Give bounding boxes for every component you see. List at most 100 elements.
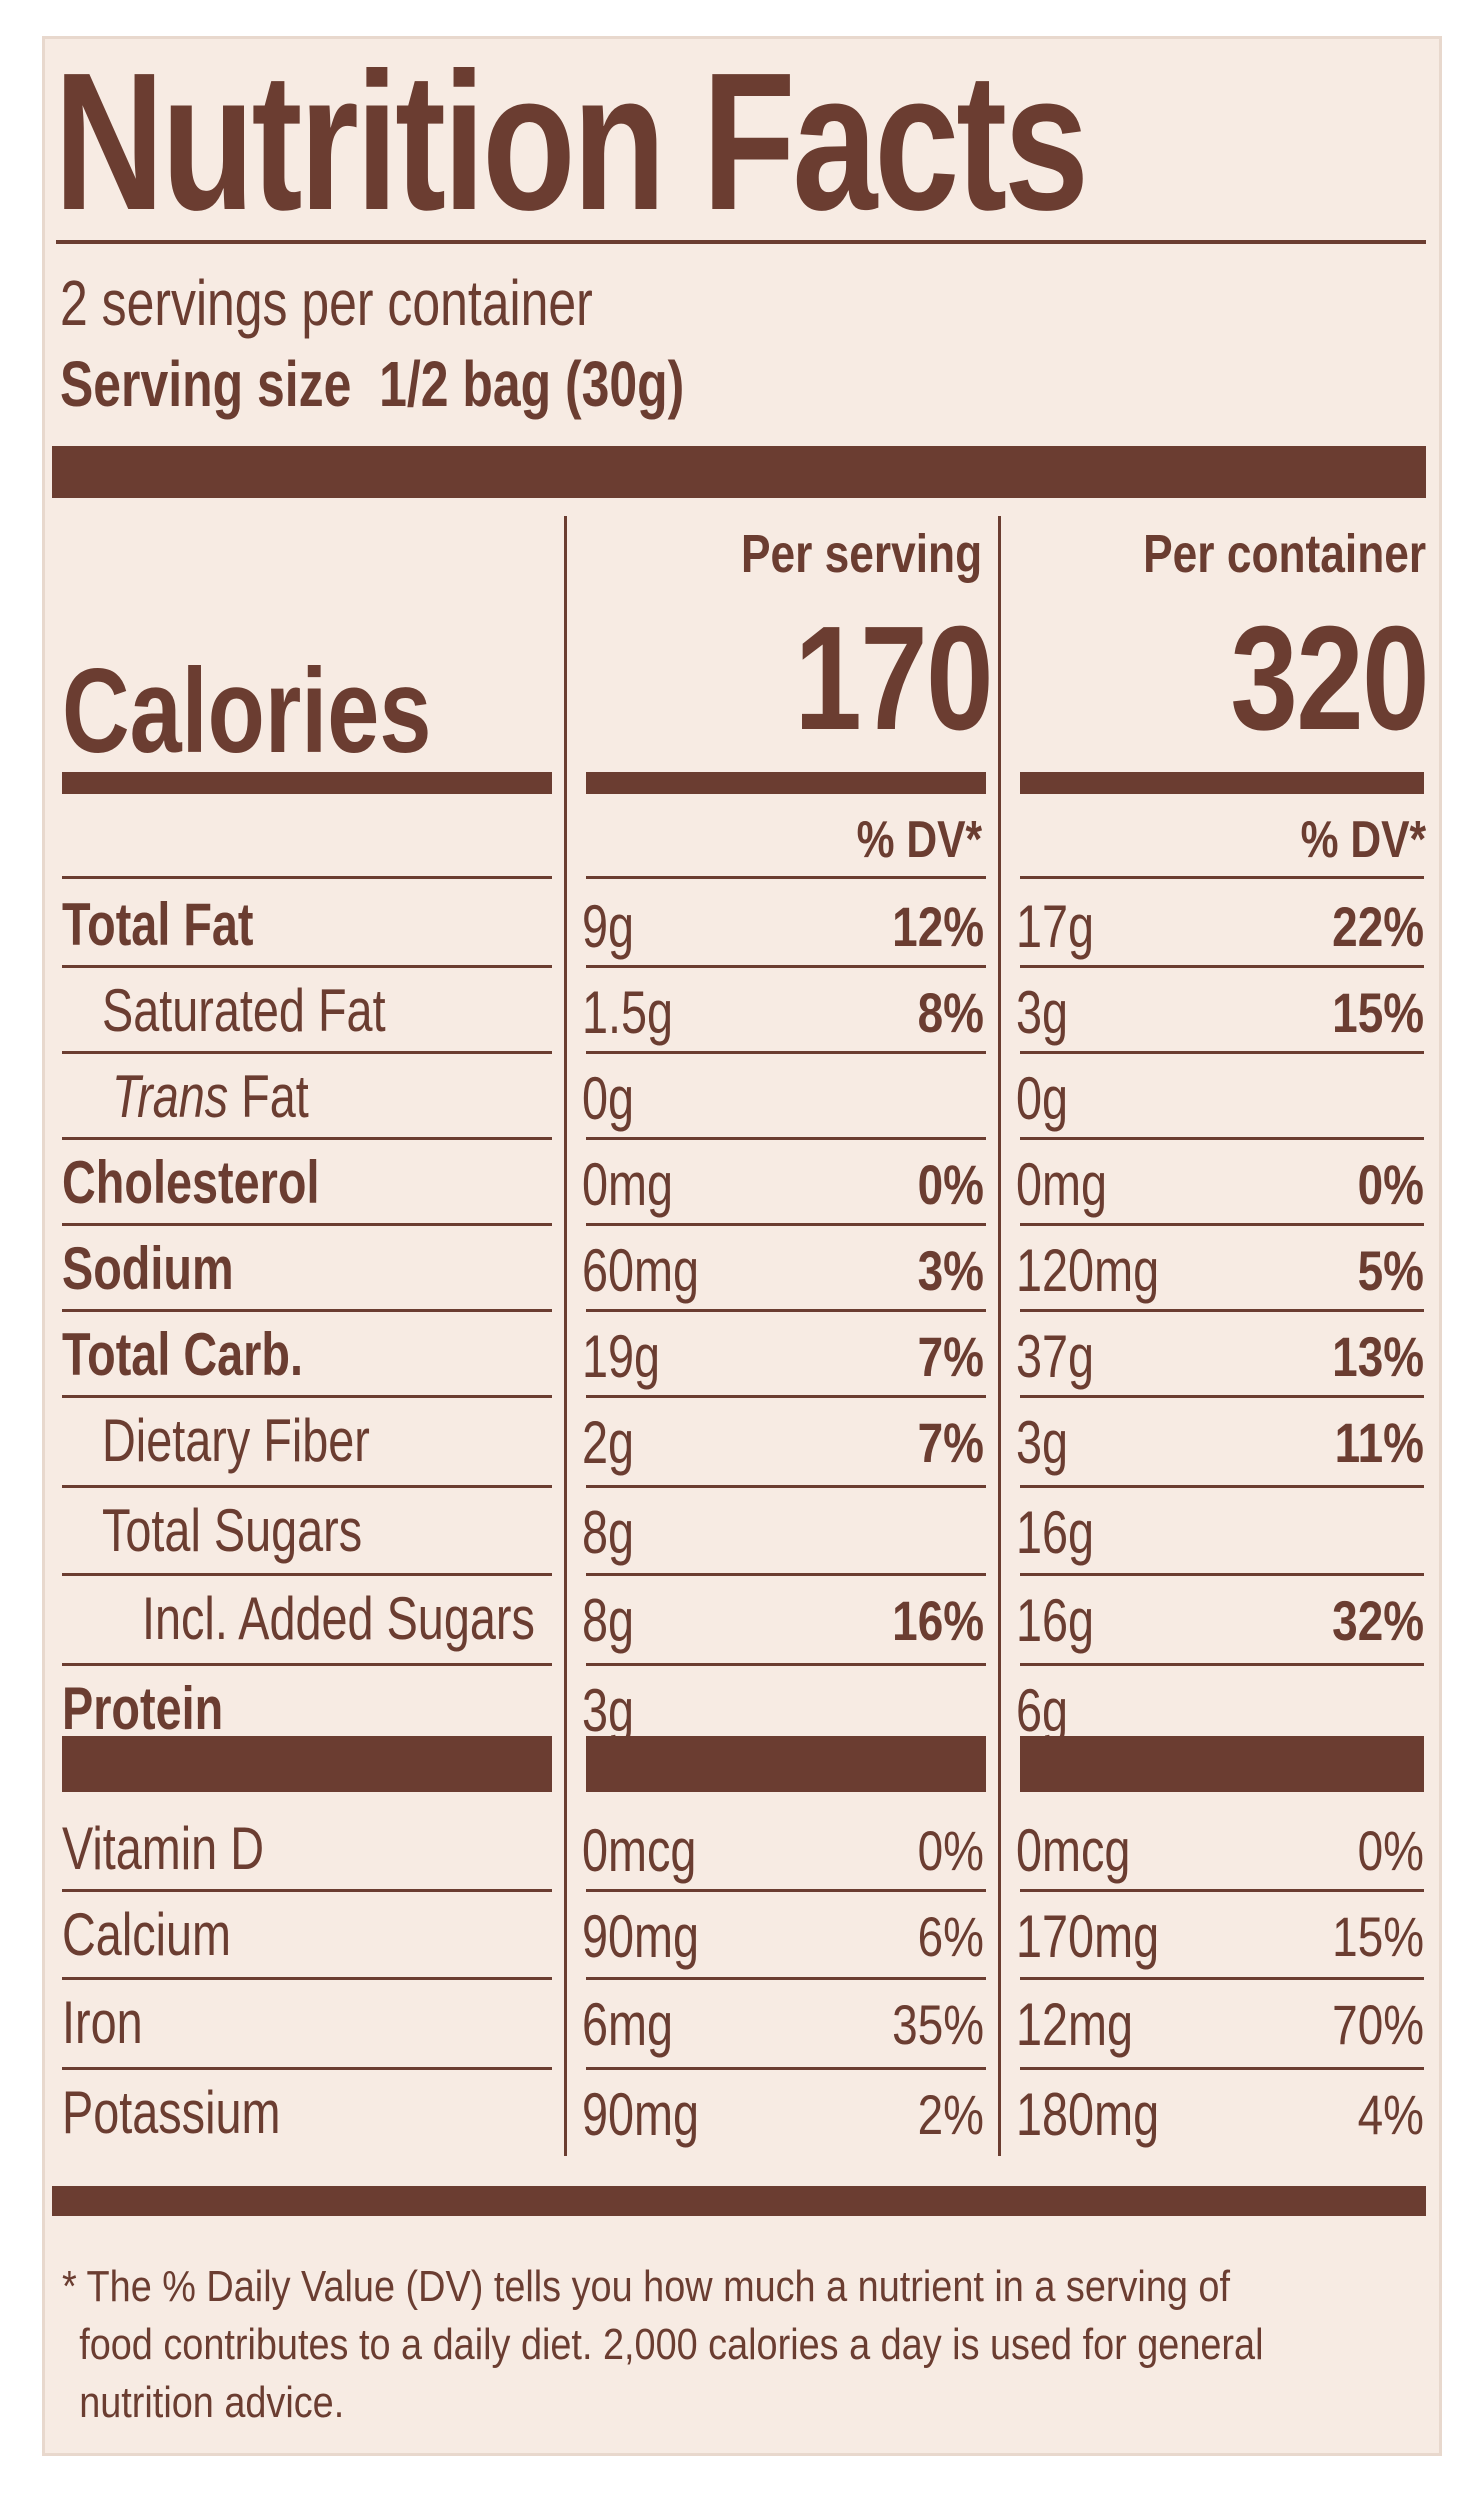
per-serving-header: Per serving (740, 524, 982, 584)
footnote-line: * The % Daily Value (DV) tells you how m… (62, 2262, 1230, 2311)
serving-amount: 8g (582, 1587, 635, 1654)
nutrient-row: Trans Fat 0g 0g (42, 1054, 1442, 1140)
nutrition-facts-label: Nutrition Facts 2 servings per container… (42, 36, 1442, 2456)
container-dv: 0% (1357, 1819, 1424, 1882)
nutrient-name: Potassium (62, 2079, 281, 2146)
container-dv (1202, 1064, 1424, 1134)
row-rule (586, 1977, 986, 1980)
serving-dv: 3% (917, 1239, 984, 1302)
row-rule (62, 1051, 552, 1054)
serving-dv: 7% (917, 1325, 984, 1388)
serving-amount: 8g (582, 1499, 635, 1566)
container-amount: 12mg (1016, 1991, 1134, 2058)
serving-dv: 8% (917, 981, 984, 1044)
container-dv: 13% (1332, 1325, 1424, 1388)
row-rule (1020, 1573, 1424, 1576)
serving-amount: 9g (582, 893, 635, 960)
nutrient-name: Iron (62, 1989, 143, 2056)
calories-per-container: 320 (1230, 596, 1429, 761)
micronutrient-row: Potassium 90mg 2% 180mg 4% (42, 2070, 1442, 2160)
container-dv: 4% (1357, 2083, 1424, 2146)
serving-dv: 12% (892, 895, 984, 958)
row-rule (586, 1395, 986, 1398)
container-dv: 0% (1357, 1153, 1424, 1216)
serving-amount: 0mg (582, 1151, 674, 1218)
container-dv: 5% (1357, 1239, 1424, 1302)
thick-divider-micros-right (1020, 1736, 1424, 1792)
nutrient-row: Sodium 60mg 3% 120mg 5% (42, 1226, 1442, 1312)
row-rule (586, 1889, 986, 1892)
nutrient-name: Vitamin D (62, 1815, 265, 1882)
row-rule (1020, 1889, 1424, 1892)
dv-header-container: % DV* (1300, 811, 1426, 869)
nutrient-name: Total Carb. (62, 1321, 303, 1388)
nutrient-name: Sodium (62, 1235, 234, 1302)
row-rule (1020, 1663, 1424, 1666)
nutrient-name: Saturated Fat (102, 977, 386, 1044)
serving-dv (782, 1064, 984, 1134)
row-rule (62, 1663, 552, 1666)
row-rule (1020, 1051, 1424, 1054)
row-rule (62, 1223, 552, 1226)
row-rule (1020, 2067, 1424, 2070)
row-rule (62, 1309, 552, 1312)
row-rule (62, 1889, 552, 1892)
serving-dv: 35% (892, 1993, 984, 2056)
serving-amount: 90mg (582, 2081, 700, 2148)
row-rule (586, 1573, 986, 1576)
nutrient-name: Total Fat (62, 891, 254, 958)
row-rule (586, 1485, 986, 1488)
calories-rule-left (62, 772, 552, 794)
container-amount: 0mcg (1016, 1817, 1131, 1884)
nutrient-row: Total Fat 9g 12% 17g 22% (42, 882, 1442, 968)
nutrient-name: Incl. Added Sugars (142, 1585, 535, 1652)
nutrient-row: Dietary Fiber 2g 7% 3g 11% (42, 1398, 1442, 1488)
container-dv: 22% (1332, 895, 1424, 958)
footnote-line: food contributes to a daily diet. 2,000 … (79, 2320, 1264, 2369)
serving-amount: 60mg (582, 1237, 700, 1304)
footnote: * The % Daily Value (DV) tells you how m… (62, 2258, 1382, 2432)
row-rule (1020, 1223, 1424, 1226)
row-rule (586, 1137, 986, 1140)
thick-divider-top (52, 446, 1426, 498)
container-amount: 16g (1016, 1587, 1095, 1654)
row-rule (62, 1977, 552, 1980)
container-amount: 3g (1016, 979, 1069, 1046)
nutrient-row: Total Sugars 8g 16g (42, 1488, 1442, 1576)
container-dv: 15% (1332, 1905, 1424, 1968)
container-amount: 120mg (1016, 1237, 1160, 1304)
container-amount: 16g (1016, 1499, 1095, 1566)
container-dv: 15% (1332, 981, 1424, 1044)
thick-divider-micros-mid (586, 1736, 986, 1792)
nutrient-row: Incl. Added Sugars 8g 16% 16g 32% (42, 1576, 1442, 1666)
nutrient-row: Saturated Fat 1.5g 8% 3g 15% (42, 968, 1442, 1054)
row-rule (62, 1137, 552, 1140)
nutrient-name: Calcium (62, 1901, 232, 1968)
dv-header-serving: % DV* (856, 811, 982, 869)
nutrient-name: Cholesterol (62, 1149, 320, 1216)
calories-per-serving: 170 (794, 596, 993, 761)
serving-amount: 2g (582, 1409, 635, 1476)
row-rule (1020, 1137, 1424, 1140)
row-rule (586, 2067, 986, 2070)
nutrient-name: Trans Fat (112, 1063, 309, 1130)
container-dv: 32% (1332, 1589, 1424, 1652)
servings-per-container: 2 servings per container (60, 267, 593, 339)
micronutrient-row: Calcium 90mg 6% 170mg 15% (42, 1892, 1442, 1980)
nutrient-name: Total Sugars (102, 1497, 363, 1564)
row-rule (586, 965, 986, 968)
rule (62, 876, 552, 879)
serving-amount: 1.5g (582, 979, 674, 1046)
serving-dv: 7% (917, 1411, 984, 1474)
serving-dv: 16% (892, 1589, 984, 1652)
serving-dv: 0% (917, 1153, 984, 1216)
per-container-header: Per container (1142, 524, 1426, 584)
calories-label: Calories (62, 644, 432, 778)
container-amount: 6g (1016, 1677, 1069, 1744)
thick-divider-micros-left (62, 1736, 552, 1792)
container-amount: 0mg (1016, 1151, 1108, 1218)
container-amount: 37g (1016, 1323, 1095, 1390)
container-dv (1202, 1498, 1424, 1568)
serving-amount: 0g (582, 1065, 635, 1132)
thick-divider-bottom (52, 2186, 1426, 2216)
